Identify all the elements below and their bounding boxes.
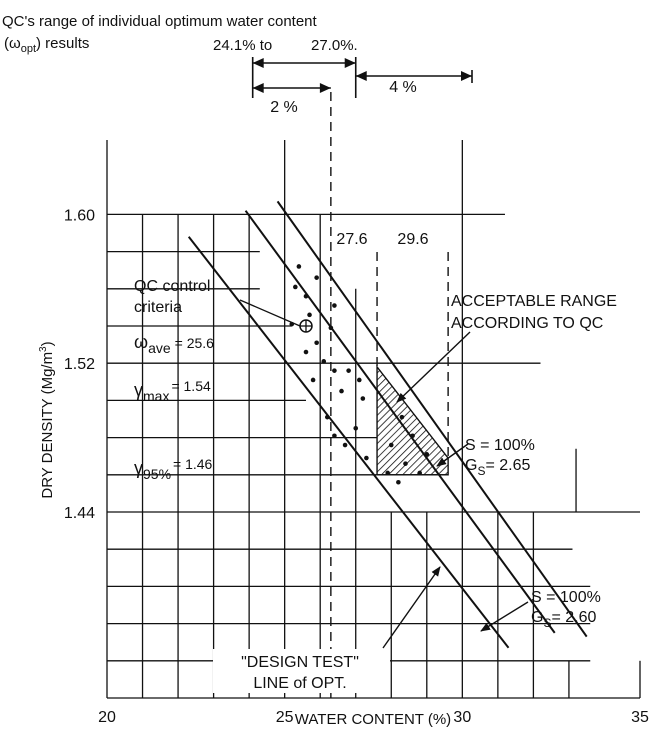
svg-text:"DESIGN TEST": "DESIGN TEST"	[241, 654, 359, 671]
y-tick-label: 1.60	[64, 207, 95, 224]
four-percent-label: 4 %	[389, 79, 417, 96]
arrow-range-24-27-head	[344, 58, 356, 68]
data-point	[321, 359, 327, 364]
top-title-line2: (ωopt) results	[4, 35, 89, 55]
svg-text:QC control: QC control	[134, 278, 210, 295]
data-point	[332, 368, 337, 373]
qc-criteria-annotation: QC control criteria ωave = 25.6 γmax= 1.5…	[134, 278, 214, 482]
y-tick-labels: 1.44 1.52 1.60	[64, 207, 95, 522]
x-tick-label: 35	[631, 709, 649, 726]
data-point	[417, 470, 422, 476]
svg-text:GS= 2.60: GS= 2.60	[531, 609, 597, 630]
series-lines	[187, 200, 588, 649]
data-point	[410, 433, 415, 439]
acceptable-range-annotation: ACCEPTABLE RANGE ACCORDING TO QC	[396, 293, 617, 403]
data-point	[346, 368, 351, 373]
svg-text:ACCEPTABLE RANGE: ACCEPTABLE RANGE	[451, 293, 617, 310]
two-percent-label: 2 %	[270, 99, 298, 116]
data-point	[399, 414, 405, 420]
series-line	[244, 210, 556, 634]
svg-text:S = 100%: S = 100%	[531, 589, 601, 606]
qc-leader	[239, 299, 301, 327]
x-tick-labels: 20 25 30 35	[98, 709, 649, 726]
data-point	[332, 433, 337, 439]
data-point	[314, 275, 319, 280]
data-point	[364, 455, 369, 461]
svg-text:γmax= 1.54: γmax= 1.54	[134, 378, 211, 404]
data-point	[303, 349, 309, 355]
label-27-6: 27.6	[336, 231, 367, 248]
data-point	[328, 325, 334, 331]
data-point	[314, 340, 319, 346]
x-tick-label: 20	[98, 709, 116, 726]
y-tick-label: 1.52	[64, 356, 95, 373]
data-point	[385, 470, 391, 476]
s100-gs265-annotation: S = 100% GS= 2.65	[436, 437, 535, 478]
top-range-arrows	[251, 57, 473, 98]
arrow-2pct-head	[319, 83, 331, 93]
qc-criteria-marker	[239, 299, 313, 333]
s100-gs260-annotation: S = 100% GS= 2.60	[480, 589, 601, 632]
data-point	[293, 284, 298, 290]
range-high-label: 27.0%.	[311, 37, 358, 54]
data-point	[388, 442, 394, 448]
data-point	[360, 396, 366, 401]
svg-text:criteria: criteria	[134, 299, 182, 316]
series-line	[187, 236, 510, 649]
data-point	[325, 414, 330, 420]
chart-grid	[106, 140, 641, 699]
svg-text:ACCORDING TO QC: ACCORDING TO QC	[451, 315, 603, 332]
data-point	[353, 426, 359, 431]
data-point	[332, 303, 337, 308]
data-point	[356, 377, 362, 383]
data-point	[303, 293, 309, 299]
data-point	[396, 479, 401, 485]
data-point	[339, 388, 344, 394]
dashed-reference-lines	[330, 92, 449, 698]
arrow-2pct-head	[252, 83, 264, 93]
data-point	[342, 442, 348, 448]
range-low-label: 24.1% to	[213, 37, 272, 54]
svg-text:GS= 2.65: GS= 2.65	[465, 457, 531, 478]
data-point	[296, 264, 302, 269]
svg-text:ωave= 25.6: ωave = 25.6	[134, 332, 214, 356]
series-line	[276, 200, 588, 638]
acceptable-range-region	[376, 364, 449, 476]
svg-text:S = 100%: S = 100%	[465, 437, 535, 454]
top-title-line1: QC's range of individual optimum water c…	[2, 13, 318, 30]
data-point	[307, 312, 312, 318]
arrow-4pct-head	[355, 71, 367, 81]
design-test-annotation: "DESIGN TEST" LINE of OPT.	[213, 566, 441, 693]
label-29-6: 29.6	[397, 231, 428, 248]
data-point	[310, 377, 316, 383]
y-axis-title: DRY DENSITY (Mg/m3)	[38, 341, 56, 498]
x-tick-label: 25	[276, 709, 294, 726]
svg-text:LINE of OPT.: LINE of OPT.	[253, 675, 346, 692]
arrow-range-24-27-head	[252, 58, 264, 68]
x-axis-title: WATER CONTENT (%)	[295, 711, 451, 728]
x-tick-label: 30	[453, 709, 471, 726]
y-tick-label: 1.44	[64, 505, 95, 522]
data-point	[424, 452, 430, 457]
data-point	[403, 461, 408, 466]
arrow-4pct-head	[461, 71, 472, 81]
svg-text:γ95%= 1.46: γ95%= 1.46	[134, 456, 213, 482]
